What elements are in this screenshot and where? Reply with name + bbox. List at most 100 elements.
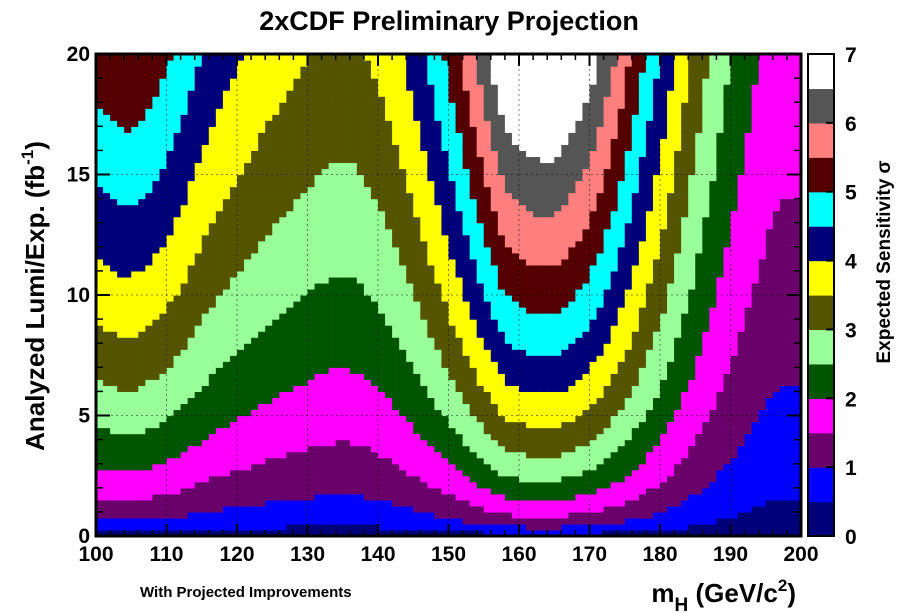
heatmap-cell bbox=[307, 295, 316, 302]
heatmap-cell bbox=[286, 367, 294, 374]
heatmap-cell bbox=[152, 84, 161, 91]
heatmap-cell bbox=[342, 415, 351, 423]
heatmap-cell bbox=[420, 445, 428, 453]
heatmap-cell bbox=[476, 469, 485, 477]
heatmap-cell bbox=[265, 168, 273, 176]
heatmap-cell bbox=[490, 421, 499, 429]
heatmap-cell bbox=[103, 192, 111, 200]
heatmap-cell bbox=[356, 409, 365, 417]
heatmap-cell bbox=[194, 180, 203, 188]
heatmap-cell bbox=[180, 295, 189, 302]
heatmap-cell bbox=[152, 427, 161, 435]
heatmap-cell bbox=[286, 204, 294, 212]
heatmap-cell bbox=[244, 264, 252, 272]
heatmap-cell bbox=[504, 174, 513, 182]
heatmap-cell bbox=[392, 301, 400, 308]
heatmap-cell bbox=[455, 301, 464, 308]
heatmap-cell bbox=[406, 192, 414, 200]
heatmap-cell bbox=[272, 325, 280, 332]
heatmap-cell bbox=[328, 319, 337, 326]
heatmap-cell bbox=[272, 421, 280, 429]
heatmap-cell bbox=[427, 264, 435, 272]
heatmap-cell bbox=[455, 403, 464, 411]
heatmap-cell bbox=[455, 282, 464, 290]
heatmap-cell bbox=[258, 168, 266, 176]
heatmap-cell bbox=[455, 391, 464, 399]
heatmap-cell bbox=[490, 505, 499, 513]
heatmap-cell bbox=[483, 78, 492, 85]
heatmap-cell bbox=[180, 96, 189, 103]
heatmap-cell bbox=[385, 367, 393, 374]
heatmap-cell bbox=[335, 313, 344, 320]
heatmap-cell bbox=[201, 295, 210, 302]
heatmap-cell bbox=[187, 355, 196, 362]
heatmap-cell bbox=[300, 276, 309, 284]
heatmap-cell bbox=[399, 325, 407, 332]
heatmap-cell bbox=[152, 295, 161, 302]
heatmap-cell bbox=[335, 499, 344, 507]
heatmap-cell bbox=[363, 102, 372, 109]
heatmap-cell bbox=[145, 276, 153, 284]
heatmap-cell bbox=[251, 373, 259, 380]
heatmap-cell bbox=[187, 421, 196, 429]
heatmap-cell bbox=[406, 409, 414, 417]
heatmap-cell bbox=[103, 331, 111, 338]
heatmap-cell bbox=[131, 276, 139, 284]
heatmap-cell bbox=[244, 90, 252, 97]
heatmap-cell bbox=[511, 258, 520, 266]
heatmap-cell bbox=[490, 282, 499, 290]
heatmap-cell bbox=[434, 150, 443, 158]
heatmap-cell bbox=[194, 457, 203, 465]
heatmap-cell bbox=[476, 96, 485, 103]
heatmap-cell bbox=[244, 427, 252, 435]
heatmap-cell bbox=[258, 481, 266, 489]
heatmap-cell bbox=[215, 180, 224, 188]
heatmap-cell bbox=[441, 228, 450, 236]
heatmap-cell bbox=[490, 343, 499, 350]
heatmap-cell bbox=[124, 192, 132, 200]
heatmap-cell bbox=[469, 78, 478, 85]
heatmap-cell bbox=[279, 463, 287, 471]
heatmap-cell bbox=[300, 385, 309, 392]
heatmap-cell bbox=[335, 198, 344, 206]
heatmap-cell bbox=[300, 108, 309, 115]
heatmap-cell bbox=[483, 276, 492, 284]
heatmap-cell bbox=[363, 445, 372, 453]
heatmap-cell bbox=[117, 445, 125, 453]
heatmap-cell bbox=[462, 373, 471, 380]
heatmap-cell bbox=[349, 463, 358, 471]
heatmap-cell bbox=[504, 264, 513, 272]
heatmap-cell bbox=[399, 120, 407, 127]
heatmap-cell bbox=[124, 120, 132, 127]
heatmap-cell bbox=[237, 337, 245, 344]
heatmap-cell bbox=[420, 270, 428, 278]
heatmap-cell bbox=[145, 132, 153, 139]
heatmap-cell bbox=[370, 397, 379, 405]
heatmap-cell bbox=[476, 150, 485, 158]
heatmap-cell bbox=[335, 361, 344, 368]
heatmap-cell bbox=[103, 288, 111, 296]
heatmap-cell bbox=[328, 162, 337, 170]
heatmap-cell bbox=[251, 409, 259, 417]
heatmap-cell bbox=[321, 427, 330, 435]
heatmap-cell bbox=[469, 421, 478, 429]
heatmap-cell bbox=[145, 325, 153, 332]
heatmap-cell bbox=[307, 379, 316, 386]
heatmap-cell bbox=[511, 343, 520, 350]
heatmap-cell bbox=[96, 234, 104, 242]
heatmap-cell bbox=[300, 451, 309, 459]
heatmap-cell bbox=[117, 313, 125, 320]
heatmap-cell bbox=[173, 337, 182, 344]
heatmap-cell bbox=[370, 150, 379, 158]
heatmap-cell bbox=[145, 228, 153, 236]
heatmap-cell bbox=[173, 96, 182, 103]
heatmap-cell bbox=[356, 192, 365, 200]
heatmap-cell bbox=[483, 216, 492, 224]
heatmap-cell bbox=[166, 234, 175, 242]
heatmap-cell bbox=[370, 204, 379, 212]
heatmap-cell bbox=[321, 373, 330, 380]
heatmap-cell bbox=[511, 66, 520, 73]
heatmap-cell bbox=[138, 132, 146, 139]
heatmap-cell bbox=[166, 307, 175, 314]
heatmap-cell bbox=[335, 517, 344, 525]
